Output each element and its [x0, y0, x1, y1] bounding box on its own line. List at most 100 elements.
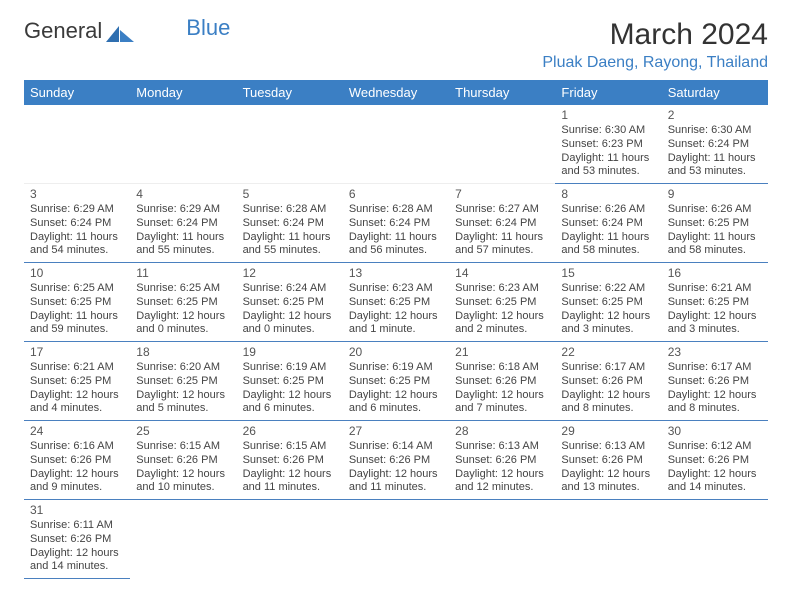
logo-sail-icon	[106, 22, 134, 40]
sunset-text: Sunset: 6:25 PM	[136, 375, 230, 389]
weekday-label: Wednesday	[343, 80, 449, 105]
sunset-text: Sunset: 6:24 PM	[349, 217, 443, 231]
sunrise-text: Sunrise: 6:16 AM	[30, 440, 124, 454]
sunset-text: Sunset: 6:24 PM	[668, 138, 762, 152]
day-number: 21	[455, 345, 549, 360]
sunrise-text: Sunrise: 6:17 AM	[668, 361, 762, 375]
calendar-day-cell: 4Sunrise: 6:29 AMSunset: 6:24 PMDaylight…	[130, 184, 236, 263]
daylight-text: Daylight: 11 hours and 59 minutes.	[30, 310, 124, 338]
sunset-text: Sunset: 6:26 PM	[561, 375, 655, 389]
logo-text-2: Blue	[186, 15, 230, 41]
sunset-text: Sunset: 6:26 PM	[668, 454, 762, 468]
daylight-text: Daylight: 12 hours and 5 minutes.	[136, 389, 230, 417]
calendar-day-cell: 28Sunrise: 6:13 AMSunset: 6:26 PMDayligh…	[449, 421, 555, 500]
calendar-empty-cell	[237, 105, 343, 184]
sunrise-text: Sunrise: 6:29 AM	[30, 203, 124, 217]
sunset-text: Sunset: 6:26 PM	[561, 454, 655, 468]
daylight-text: Daylight: 12 hours and 13 minutes.	[561, 468, 655, 496]
daylight-text: Daylight: 12 hours and 3 minutes.	[668, 310, 762, 338]
calendar-day-cell: 6Sunrise: 6:28 AMSunset: 6:24 PMDaylight…	[343, 184, 449, 263]
day-number: 27	[349, 424, 443, 439]
daylight-text: Daylight: 11 hours and 56 minutes.	[349, 231, 443, 259]
calendar-day-cell: 19Sunrise: 6:19 AMSunset: 6:25 PMDayligh…	[237, 342, 343, 421]
sunset-text: Sunset: 6:25 PM	[349, 375, 443, 389]
calendar-day-cell: 17Sunrise: 6:21 AMSunset: 6:25 PMDayligh…	[24, 342, 130, 421]
sunrise-text: Sunrise: 6:13 AM	[455, 440, 549, 454]
daylight-text: Daylight: 12 hours and 8 minutes.	[668, 389, 762, 417]
sunrise-text: Sunrise: 6:19 AM	[243, 361, 337, 375]
day-number: 1	[561, 108, 655, 123]
sunset-text: Sunset: 6:24 PM	[136, 217, 230, 231]
sunrise-text: Sunrise: 6:21 AM	[30, 361, 124, 375]
calendar-day-cell: 30Sunrise: 6:12 AMSunset: 6:26 PMDayligh…	[662, 421, 768, 500]
daylight-text: Daylight: 12 hours and 12 minutes.	[455, 468, 549, 496]
weekday-label: Sunday	[24, 80, 130, 105]
daylight-text: Daylight: 11 hours and 58 minutes.	[668, 231, 762, 259]
calendar-day-cell: 2Sunrise: 6:30 AMSunset: 6:24 PMDaylight…	[662, 105, 768, 184]
sunrise-text: Sunrise: 6:19 AM	[349, 361, 443, 375]
sunset-text: Sunset: 6:24 PM	[30, 217, 124, 231]
sunrise-text: Sunrise: 6:30 AM	[668, 124, 762, 138]
sunrise-text: Sunrise: 6:26 AM	[668, 203, 762, 217]
sunset-text: Sunset: 6:25 PM	[349, 296, 443, 310]
calendar-day-cell: 25Sunrise: 6:15 AMSunset: 6:26 PMDayligh…	[130, 421, 236, 500]
calendar-empty-cell	[449, 105, 555, 184]
sunset-text: Sunset: 6:26 PM	[136, 454, 230, 468]
sunrise-text: Sunrise: 6:28 AM	[349, 203, 443, 217]
sunset-text: Sunset: 6:23 PM	[561, 138, 655, 152]
sunrise-text: Sunrise: 6:25 AM	[30, 282, 124, 296]
calendar-day-cell: 21Sunrise: 6:18 AMSunset: 6:26 PMDayligh…	[449, 342, 555, 421]
calendar-empty-cell	[130, 105, 236, 184]
daylight-text: Daylight: 11 hours and 57 minutes.	[455, 231, 549, 259]
sunrise-text: Sunrise: 6:20 AM	[136, 361, 230, 375]
sunset-text: Sunset: 6:26 PM	[349, 454, 443, 468]
day-number: 28	[455, 424, 549, 439]
sunrise-text: Sunrise: 6:17 AM	[561, 361, 655, 375]
sunrise-text: Sunrise: 6:26 AM	[561, 203, 655, 217]
calendar-empty-cell	[343, 105, 449, 184]
calendar-day-cell: 26Sunrise: 6:15 AMSunset: 6:26 PMDayligh…	[237, 421, 343, 500]
weekday-label: Friday	[555, 80, 661, 105]
weekday-label: Saturday	[662, 80, 768, 105]
calendar-day-cell: 24Sunrise: 6:16 AMSunset: 6:26 PMDayligh…	[24, 421, 130, 500]
day-number: 5	[243, 187, 337, 202]
calendar-day-cell: 16Sunrise: 6:21 AMSunset: 6:25 PMDayligh…	[662, 263, 768, 342]
sunset-text: Sunset: 6:25 PM	[30, 296, 124, 310]
daylight-text: Daylight: 12 hours and 3 minutes.	[561, 310, 655, 338]
sunrise-text: Sunrise: 6:24 AM	[243, 282, 337, 296]
day-number: 12	[243, 266, 337, 281]
daylight-text: Daylight: 12 hours and 8 minutes.	[561, 389, 655, 417]
sunset-text: Sunset: 6:24 PM	[243, 217, 337, 231]
sunrise-text: Sunrise: 6:15 AM	[136, 440, 230, 454]
day-number: 11	[136, 266, 230, 281]
sunset-text: Sunset: 6:25 PM	[561, 296, 655, 310]
daylight-text: Daylight: 12 hours and 7 minutes.	[455, 389, 549, 417]
calendar-day-cell: 12Sunrise: 6:24 AMSunset: 6:25 PMDayligh…	[237, 263, 343, 342]
sunrise-text: Sunrise: 6:25 AM	[136, 282, 230, 296]
sunset-text: Sunset: 6:25 PM	[136, 296, 230, 310]
daylight-text: Daylight: 12 hours and 0 minutes.	[136, 310, 230, 338]
sunrise-text: Sunrise: 6:15 AM	[243, 440, 337, 454]
calendar-day-cell: 29Sunrise: 6:13 AMSunset: 6:26 PMDayligh…	[555, 421, 661, 500]
day-number: 29	[561, 424, 655, 439]
calendar-day-cell: 8Sunrise: 6:26 AMSunset: 6:24 PMDaylight…	[555, 184, 661, 263]
calendar-day-cell: 31Sunrise: 6:11 AMSunset: 6:26 PMDayligh…	[24, 500, 130, 579]
weekday-label: Thursday	[449, 80, 555, 105]
sunrise-text: Sunrise: 6:13 AM	[561, 440, 655, 454]
calendar-day-cell: 10Sunrise: 6:25 AMSunset: 6:25 PMDayligh…	[24, 263, 130, 342]
day-number: 13	[349, 266, 443, 281]
day-number: 18	[136, 345, 230, 360]
sunrise-text: Sunrise: 6:12 AM	[668, 440, 762, 454]
calendar-day-cell: 15Sunrise: 6:22 AMSunset: 6:25 PMDayligh…	[555, 263, 661, 342]
daylight-text: Daylight: 12 hours and 9 minutes.	[30, 468, 124, 496]
daylight-text: Daylight: 11 hours and 53 minutes.	[668, 152, 762, 180]
sunset-text: Sunset: 6:25 PM	[668, 217, 762, 231]
daylight-text: Daylight: 11 hours and 58 minutes.	[561, 231, 655, 259]
sunset-text: Sunset: 6:25 PM	[243, 296, 337, 310]
sunset-text: Sunset: 6:26 PM	[668, 375, 762, 389]
sunrise-text: Sunrise: 6:22 AM	[561, 282, 655, 296]
calendar-day-cell: 9Sunrise: 6:26 AMSunset: 6:25 PMDaylight…	[662, 184, 768, 263]
day-number: 3	[30, 187, 124, 202]
daylight-text: Daylight: 11 hours and 55 minutes.	[136, 231, 230, 259]
logo: General Blue	[24, 18, 230, 44]
